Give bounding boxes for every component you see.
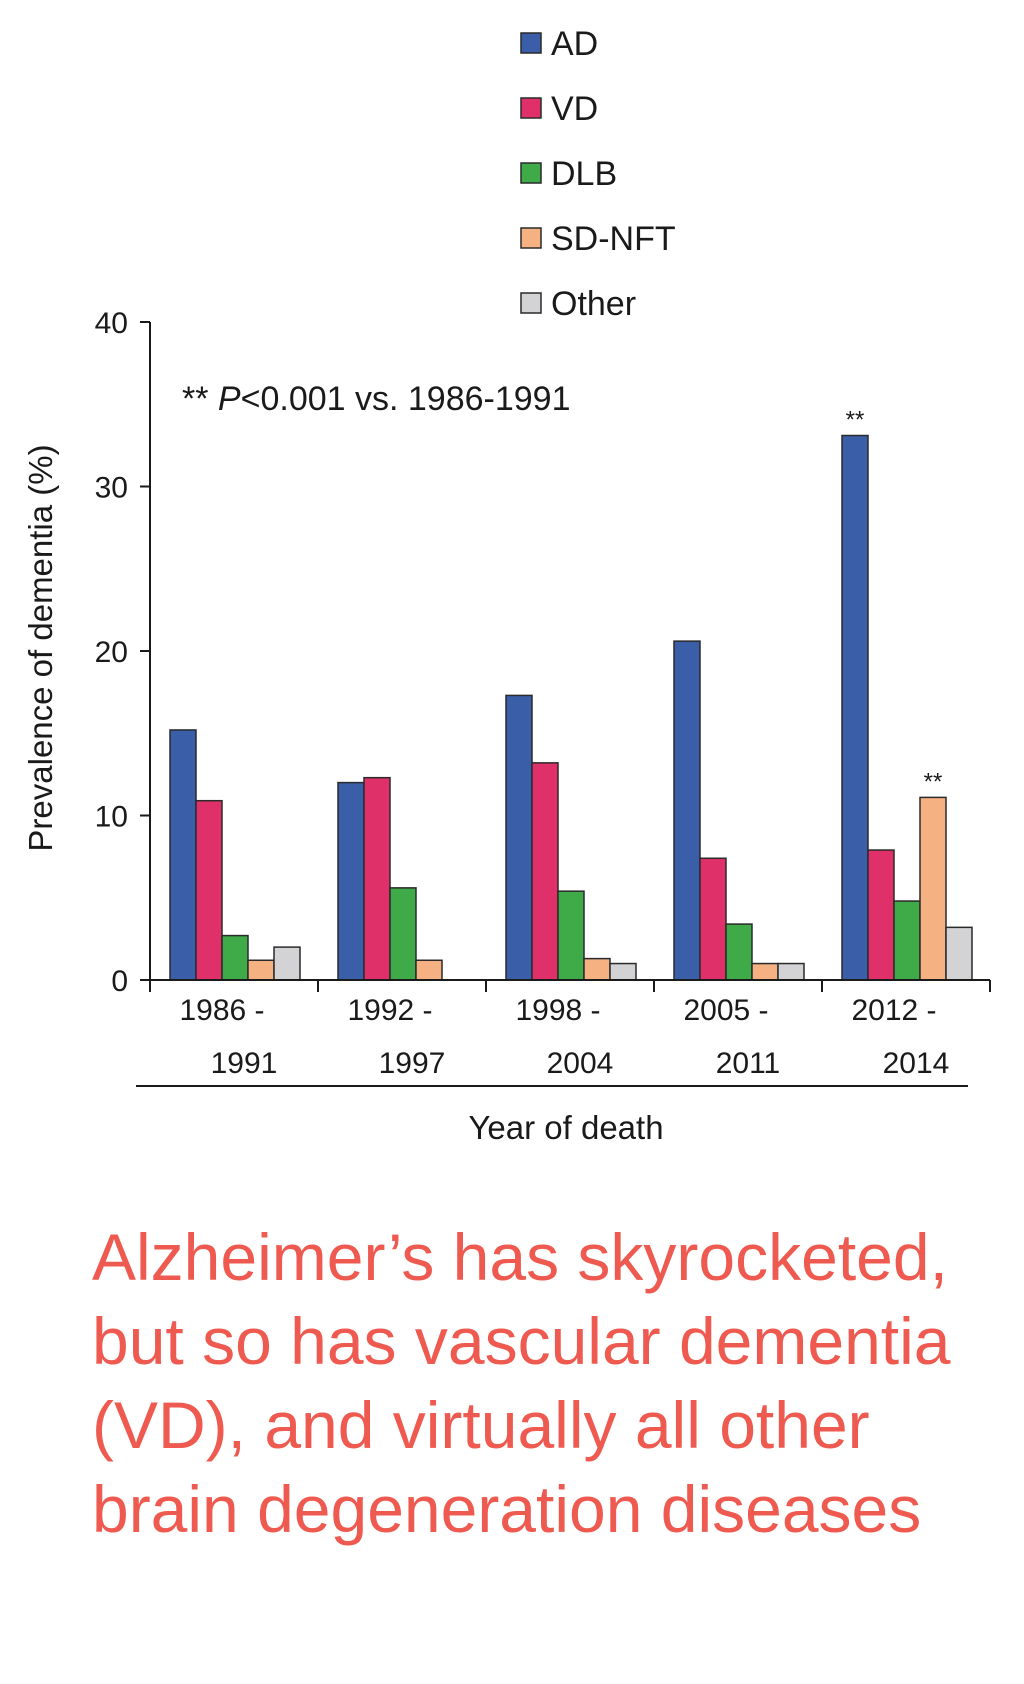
bar-sd-nft-0 [247, 959, 275, 981]
x-tick-label-1-line1: 1992 - [347, 994, 432, 1027]
bars: ** ** [169, 407, 973, 981]
x-axis-label: Year of death [468, 1109, 663, 1146]
bar-other-0 [273, 946, 301, 981]
legend-swatch-other [520, 292, 542, 314]
bar-vd-1 [363, 776, 391, 981]
bar-dlb-1 [389, 887, 417, 981]
y-tick-label-2: 20 [95, 636, 128, 669]
bar-ad-0 [169, 729, 197, 981]
legend-label-other: Other [551, 285, 636, 323]
legend: AD VD DLB SD-NFT Other [520, 25, 676, 323]
bar-sd-nft-1 [415, 959, 443, 981]
bar-sd-nft-3 [751, 962, 779, 981]
legend-item-dlb: DLB [520, 155, 617, 193]
legend-item-vd: VD [520, 90, 598, 128]
bar-dlb-4 [893, 900, 921, 981]
x-tick-label-1-line2: 1997 [379, 1047, 446, 1080]
bar-other-2 [609, 962, 637, 981]
bar-dlb-2 [557, 890, 585, 981]
p-value-annotation: ** P<0.001 vs. 1986-1991 [182, 380, 570, 418]
legend-swatch-ad [520, 32, 542, 54]
bar-vd-3 [699, 857, 727, 981]
x-axis: 1986 - 1991 1992 - 1997 1998 - 2004 2005 - 2011… [136, 979, 991, 1087]
legend-item-ad: AD [520, 25, 598, 63]
legend-label-dlb: DLB [551, 155, 617, 193]
y-tick-label-1: 10 [95, 801, 128, 834]
x-tick-label-4-line1: 2012 - [851, 994, 936, 1027]
y-tick-label-0: 0 [111, 965, 128, 998]
bar-other-4 [945, 926, 973, 981]
significance-mark-0: ** [846, 407, 865, 434]
x-tick-label-4-line2: 2014 [883, 1047, 950, 1080]
y-tick-label-3: 30 [95, 472, 128, 505]
legend-item-other: Other [520, 285, 636, 323]
legend-label-vd: VD [551, 90, 598, 128]
y-axis-label: Prevalence of dementia (%) [22, 444, 59, 851]
chart: AD VD DLB SD-NFT Other ** ** 0 10 20 30 40 1986 -… [22, 25, 991, 1146]
bar-ad-1 [337, 781, 365, 981]
bar-vd-2 [531, 762, 559, 981]
bar-dlb-3 [725, 923, 753, 981]
bar-vd-0 [195, 799, 223, 981]
x-tick-label-0-line2: 1991 [211, 1047, 278, 1080]
bar-vd-4 [867, 849, 895, 981]
y-tick-label-4: 40 [95, 307, 128, 340]
significance-mark-1: ** [924, 768, 943, 795]
bar-dlb-0 [221, 934, 249, 981]
legend-item-sd-nft: SD-NFT [520, 220, 676, 258]
caption: Alzheimer’s has skyrocketed, but so has … [92, 1220, 951, 1546]
legend-label-ad: AD [551, 25, 598, 63]
x-tick-label-2-line1: 1998 - [515, 994, 600, 1027]
y-axis: 0 10 20 30 40 [95, 307, 151, 998]
x-tick-label-2-line2: 2004 [547, 1047, 614, 1080]
x-tick-label-0-line1: 1986 - [179, 994, 264, 1027]
x-tick-label-3-line2: 2011 [716, 1047, 781, 1080]
bar-sd-nft-4 [919, 796, 947, 981]
legend-swatch-sd-nft [520, 227, 542, 249]
legend-swatch-vd [520, 97, 542, 119]
bar-ad-2 [505, 694, 533, 981]
legend-label-sd-nft: SD-NFT [551, 220, 676, 258]
bar-sd-nft-2 [583, 957, 611, 981]
bar-ad-4 [841, 434, 869, 981]
legend-swatch-dlb [520, 162, 542, 184]
bar-other-3 [777, 962, 805, 981]
x-tick-label-3-line1: 2005 - [683, 994, 768, 1027]
bar-ad-3 [673, 640, 701, 981]
